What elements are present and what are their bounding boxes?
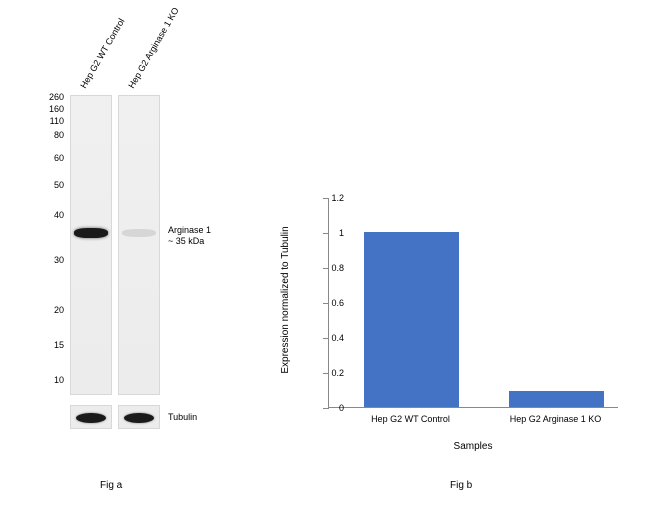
y-tick [323, 233, 329, 234]
fig-b-label: Fig b [450, 480, 472, 491]
lane-label-wt: Hep G2 WT Control [78, 17, 126, 90]
mw-marker: 30 [54, 255, 64, 265]
y-tick [323, 338, 329, 339]
y-tick [323, 268, 329, 269]
y-tick [323, 408, 329, 409]
blot-container: 260 160 110 80 60 50 40 30 20 15 10 Arginase 1 ~ 3… [30, 95, 230, 425]
mw-marker: 80 [54, 130, 64, 140]
bar [364, 232, 459, 407]
x-axis-title: Samples [328, 441, 618, 452]
band-arginase-ko [122, 229, 156, 237]
chart-plot-area [328, 198, 618, 408]
y-tick-label: 0 [339, 403, 344, 413]
y-tick-label: 0.6 [331, 298, 344, 308]
tubulin-band-ko [124, 413, 154, 423]
tubulin-row [70, 405, 160, 429]
blot-lanes [70, 95, 160, 395]
lane-labels-row: Hep G2 WT Control Hep G2 Arginase 1 KO [75, 15, 215, 90]
bar [509, 391, 604, 407]
mw-marker: 20 [54, 305, 64, 315]
target-label: Arginase 1 ~ 35 kDa [168, 225, 211, 247]
y-tick [323, 373, 329, 374]
mw-marker: 260 [49, 92, 64, 102]
lane-ko [118, 95, 160, 395]
mw-ladder: 260 160 110 80 60 50 40 30 20 15 10 [30, 95, 68, 395]
mw-marker: 110 [50, 116, 64, 126]
mw-marker: 160 [49, 104, 64, 114]
x-tick-label: Hep G2 Arginase 1 KO [486, 414, 626, 424]
y-tick-label: 1 [339, 228, 344, 238]
lane-wt [70, 95, 112, 395]
x-tick-label: Hep G2 WT Control [341, 414, 481, 424]
y-tick-label: 0.4 [331, 333, 344, 343]
mw-marker: 10 [54, 375, 64, 385]
y-tick [323, 198, 329, 199]
mw-marker: 15 [54, 340, 64, 350]
bar-chart-panel: Expression normalized to Tubulin Samples… [270, 190, 640, 480]
fig-a-label: Fig a [100, 480, 122, 491]
y-tick-label: 1.2 [331, 193, 344, 203]
tubulin-lane-wt [70, 405, 112, 429]
lane-label-ko: Hep G2 Arginase 1 KO [126, 6, 180, 90]
loading-control-label: Tubulin [168, 412, 197, 422]
target-name: Arginase 1 [168, 225, 211, 236]
y-tick [323, 303, 329, 304]
mw-marker: 40 [54, 210, 64, 220]
band-arginase-wt [74, 228, 108, 238]
tubulin-band-wt [76, 413, 106, 423]
y-tick-label: 0.8 [331, 263, 344, 273]
y-tick-label: 0.2 [331, 368, 344, 378]
mw-marker: 50 [54, 180, 64, 190]
mw-marker: 60 [54, 153, 64, 163]
y-axis-title: Expression normalized to Tubulin [280, 226, 291, 373]
target-mw: ~ 35 kDa [168, 236, 211, 247]
tubulin-lane-ko [118, 405, 160, 429]
western-blot-panel: Hep G2 WT Control Hep G2 Arginase 1 KO 2… [30, 15, 250, 475]
